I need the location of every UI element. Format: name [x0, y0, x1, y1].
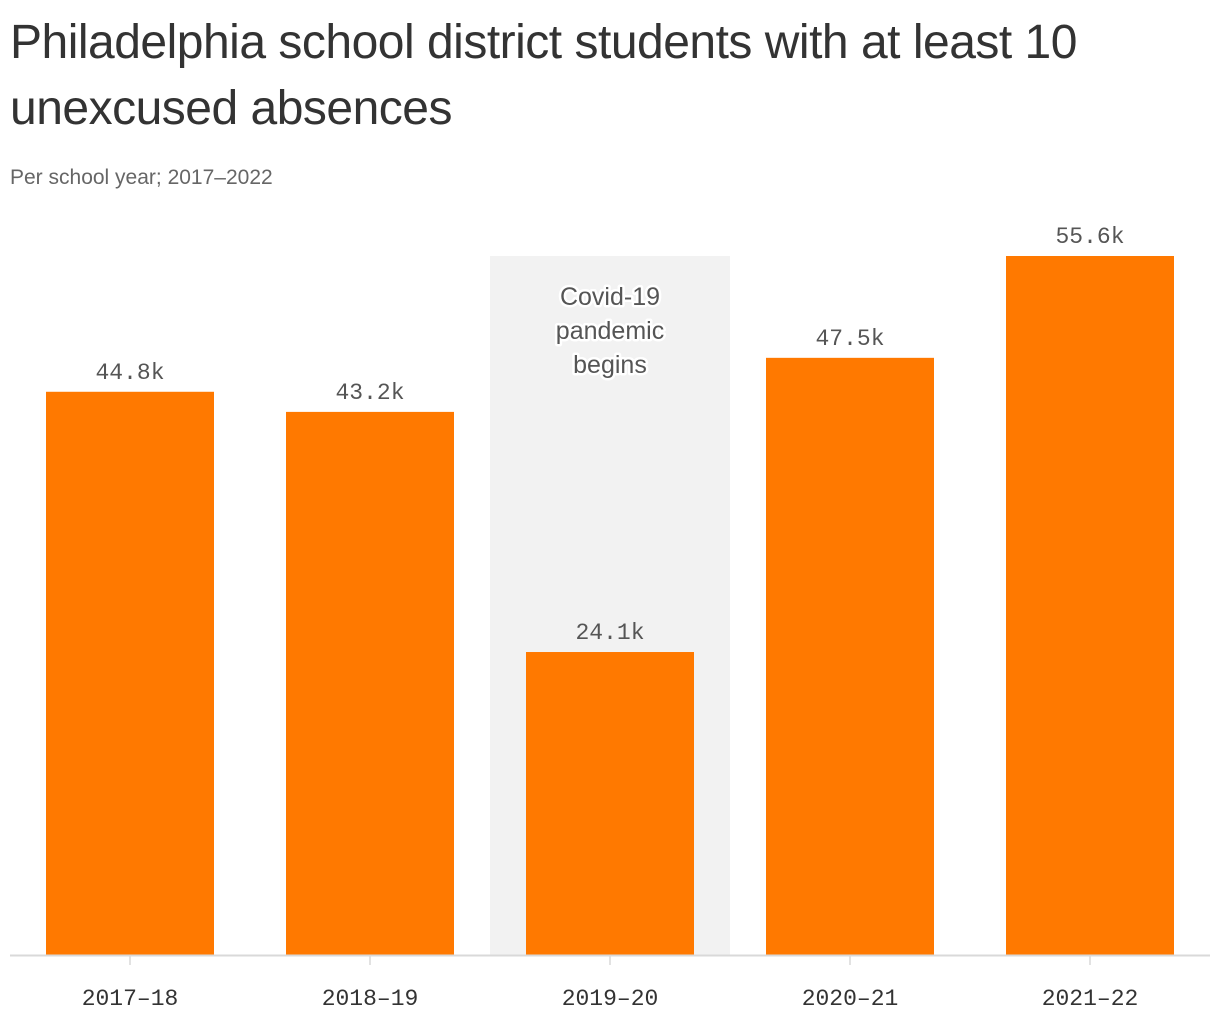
x-tick-label: 2020–21	[802, 986, 899, 1012]
chart-title: Philadelphia school district students wi…	[10, 16, 1077, 135]
x-tick-label: 2021–22	[1042, 986, 1139, 1012]
x-tick-label: 2017–18	[82, 986, 179, 1012]
bar	[286, 411, 454, 955]
covid-annotation: Covid-19 pandemic begins	[556, 283, 664, 379]
x-tick-label: 2019–20	[562, 986, 659, 1012]
bar	[766, 357, 934, 955]
bar-value-label: 24.1k	[575, 620, 644, 646]
bar	[526, 652, 694, 955]
chart-subtitle: Per school year; 2017–2022	[10, 166, 273, 189]
bar	[46, 391, 214, 955]
bar-value-label: 43.2k	[335, 380, 404, 406]
bar-value-label: 47.5k	[815, 326, 884, 352]
bar	[1006, 256, 1174, 955]
bar-value-label: 44.8k	[95, 360, 164, 386]
x-tick-label: 2018–19	[322, 986, 419, 1012]
bar-value-label: 55.6k	[1055, 224, 1124, 250]
